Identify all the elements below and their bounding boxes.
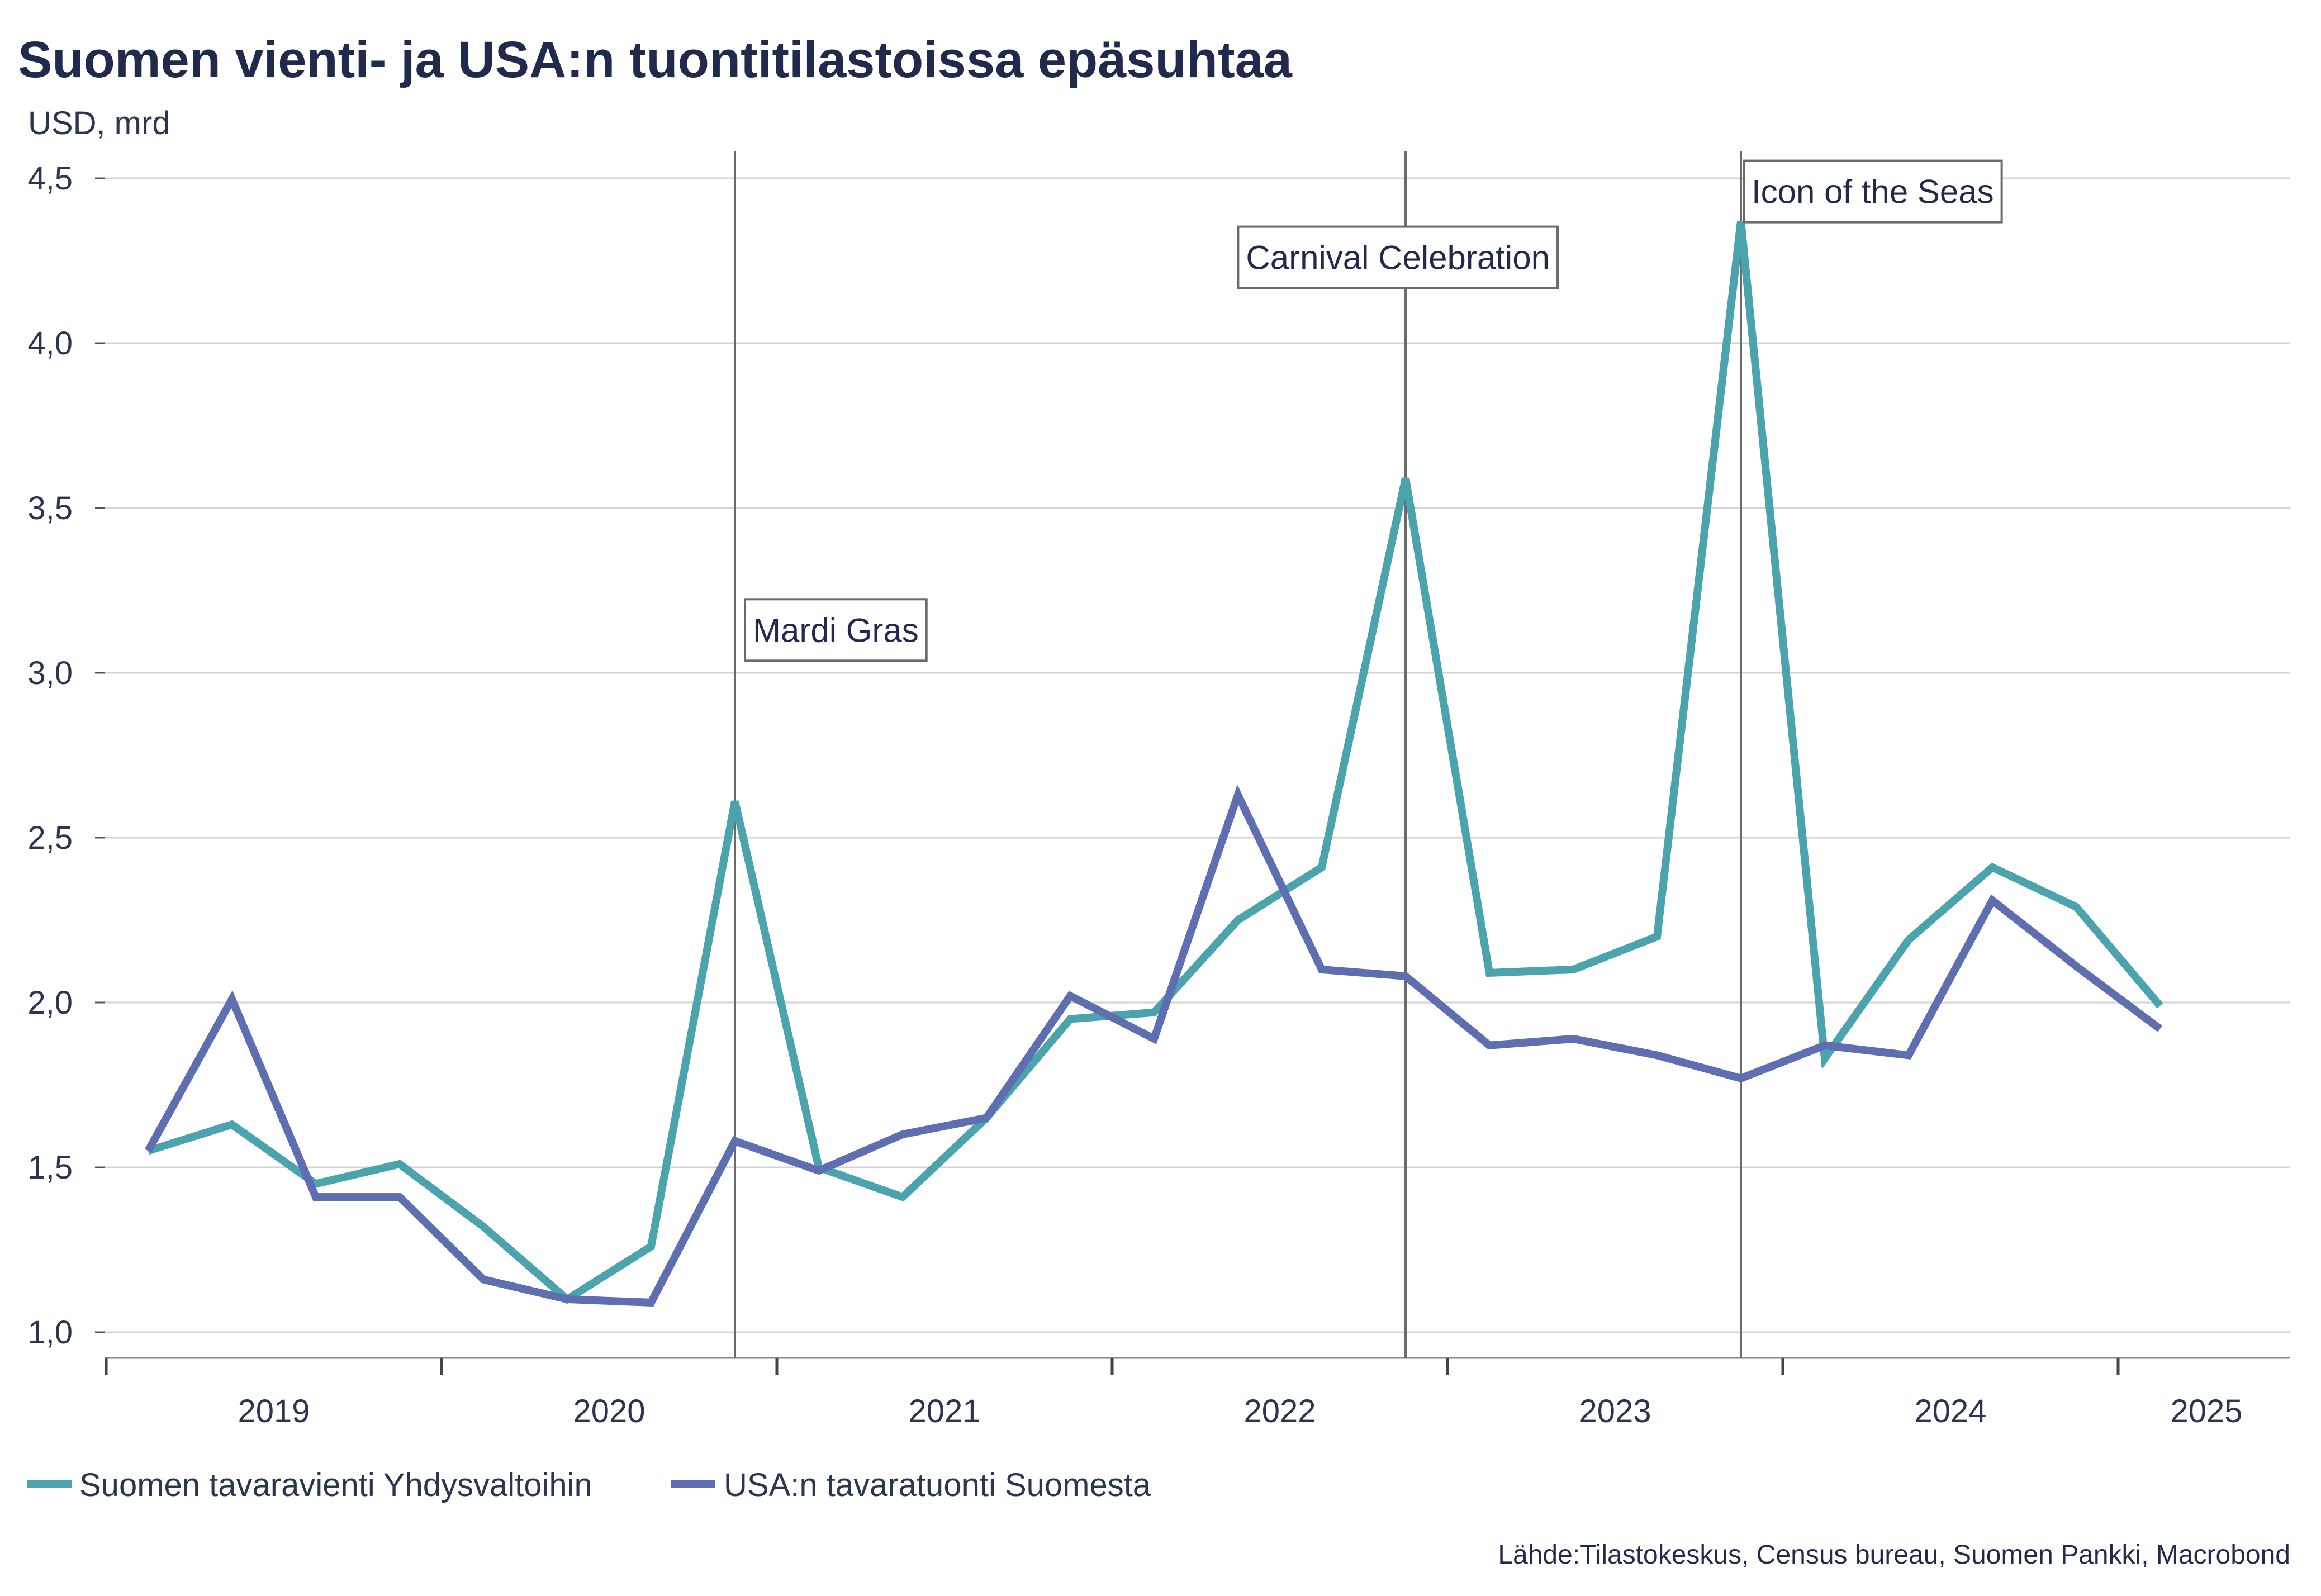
annotation-label-text: Icon of the Seas <box>1752 173 1994 211</box>
x-tick-label: 2021 <box>908 1393 980 1429</box>
y-axis-tick-labels: 1,0 1,5 2,0 2,5 3,0 3,5 4,0 4,5 <box>27 160 73 1351</box>
x-axis-tick-labels: 2019 2020 2021 2022 2023 2024 2025 <box>238 1393 2242 1429</box>
source-note: Lähde:Tilastokeskus, Census bureau, Suom… <box>1498 1540 2290 1570</box>
series-lines <box>144 220 2163 1307</box>
annotation-labels: Mardi Gras Carnival Celebration Icon of th… <box>744 159 2003 662</box>
y-tick-label: 3,0 <box>27 655 73 691</box>
x-axis <box>105 1357 2290 1375</box>
annotation-box <box>744 598 928 662</box>
annotation-label: Icon of the Seas <box>1743 159 2003 224</box>
annotation-label: Carnival Celebration <box>1237 225 1559 289</box>
gridlines <box>95 177 2290 1333</box>
y-tick-label: 1,0 <box>27 1314 73 1351</box>
y-tick-label: 1,5 <box>27 1150 73 1186</box>
x-tick-label: 2019 <box>238 1393 310 1429</box>
series-line-export <box>146 220 2163 1304</box>
x-tick-label: 2024 <box>1914 1393 1986 1429</box>
annotation-box <box>1743 159 2003 224</box>
legend: Suomen tavaravienti Yhdysvaltoihin USA:n… <box>27 1467 1151 1503</box>
x-tick-label: 2023 <box>1579 1393 1651 1429</box>
legend-label-import: USA:n tavaratuonti Suomesta <box>724 1467 1151 1503</box>
y-tick-label: 4,0 <box>27 325 73 362</box>
y-axis-unit-label: USD, mrd <box>28 105 170 141</box>
annotation-label-text: Mardi Gras <box>753 611 919 649</box>
y-tick-label: 2,5 <box>27 820 73 856</box>
y-tick-label: 4,5 <box>27 160 73 197</box>
x-tick-label: 2025 <box>2170 1393 2242 1429</box>
chart-title: Suomen vienti- ja USA:n tuontitilastoiss… <box>18 31 1293 88</box>
annotation-label: Mardi Gras <box>744 598 928 662</box>
annotation-label-text: Carnival Celebration <box>1246 239 1550 277</box>
annotation-box <box>1237 225 1559 289</box>
series-line-import <box>144 784 2163 1307</box>
annotation-lines <box>734 151 1742 1358</box>
x-tick-label: 2020 <box>573 1393 645 1429</box>
y-tick-label: 2,0 <box>27 985 73 1021</box>
y-tick-label: 3,5 <box>27 490 73 526</box>
x-tick-label: 2022 <box>1243 1393 1316 1429</box>
legend-label-export: Suomen tavaravienti Yhdysvaltoihin <box>79 1467 592 1503</box>
